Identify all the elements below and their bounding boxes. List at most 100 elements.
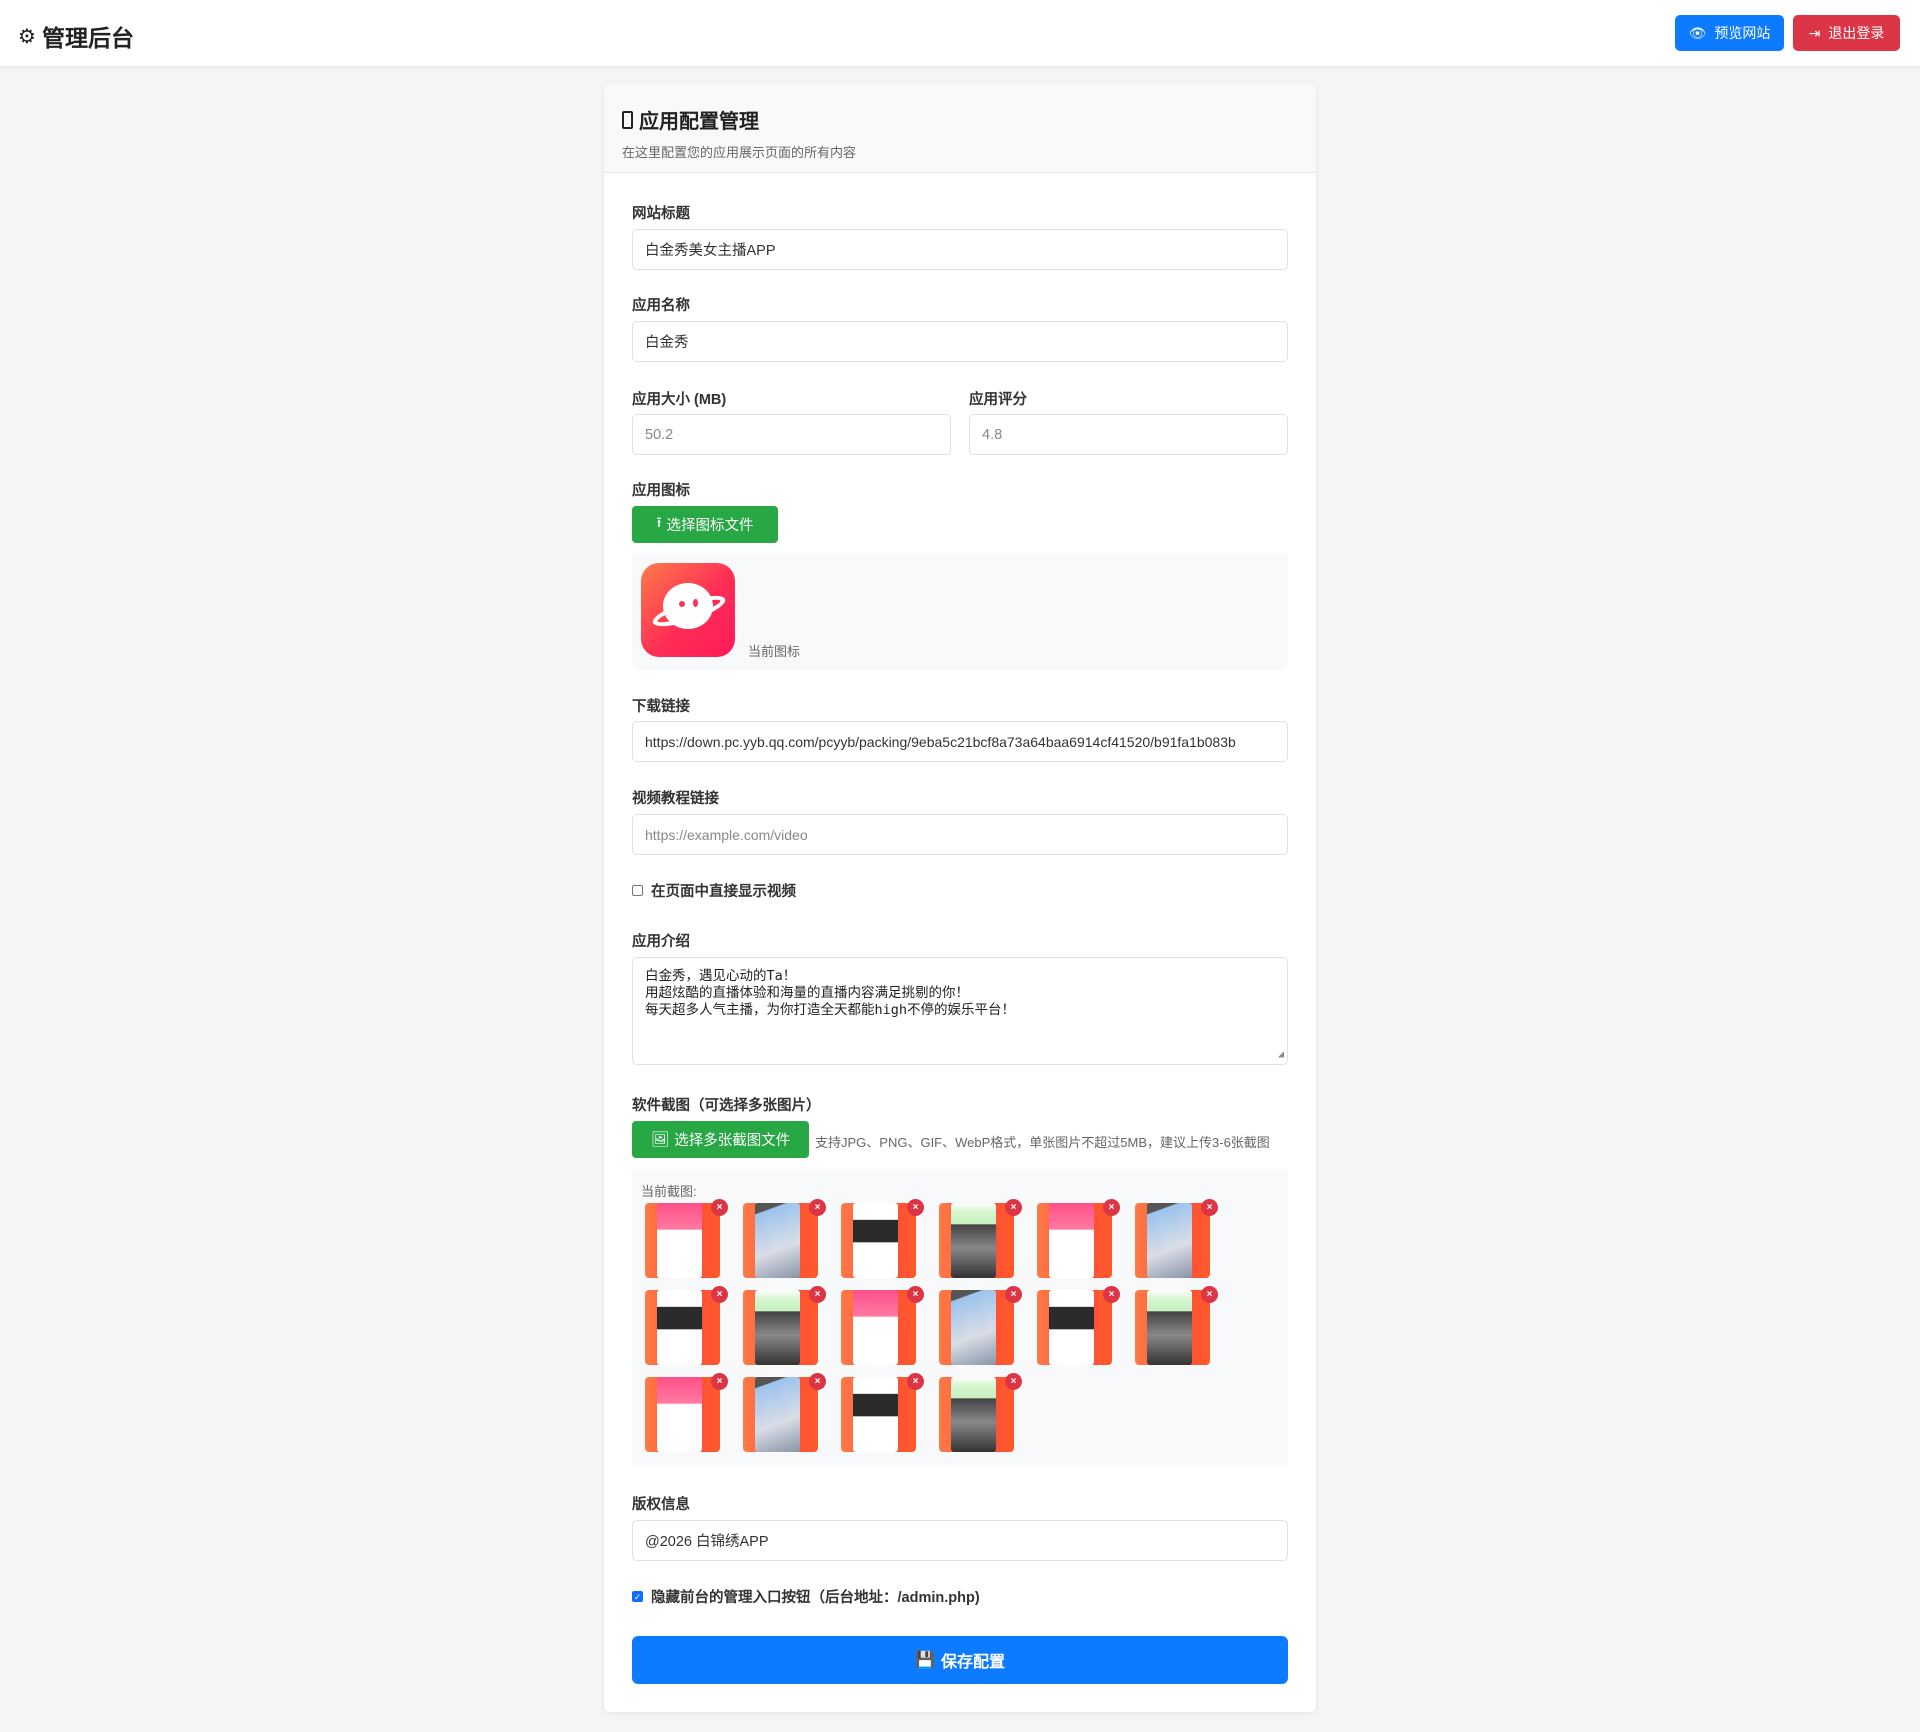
current-screenshots-caption: 当前截图: [641,1184,697,1199]
copyright-input[interactable]: @2026 白锦绣APP [632,1520,1288,1561]
screenshot-thumbnail: × [939,1199,1022,1278]
screenshot-thumbnail: × [841,1286,924,1365]
screenshot-image [657,1203,702,1278]
app-icon-label: 应用图标 [632,483,690,499]
screenshot-image [951,1377,996,1452]
remove-screenshot-button[interactable]: × [907,1199,924,1216]
resize-handle-icon[interactable]: ◢ [1277,1049,1284,1060]
app-icon-image [641,563,735,657]
remove-screenshot-button[interactable]: × [1005,1199,1022,1216]
screenshot-image [657,1290,702,1365]
video-link-label: 视频教程链接 [632,791,719,807]
page-title: 应用配置管理 [639,111,759,133]
remove-screenshot-button[interactable]: × [711,1286,728,1303]
remove-screenshot-button[interactable]: × [1201,1199,1218,1216]
app-rating-label: 应用评分 [969,392,1027,408]
site-title-input[interactable]: 白金秀美女主播APP [632,229,1288,270]
save-label: 保存配置 [940,1654,1005,1671]
site-title-label: 网站标题 [632,206,690,222]
top-navbar: ⚙ 管理后台 👁 预览网站 ⇥ 退出登录 [0,0,1920,66]
preview-site-button[interactable]: 👁 预览网站 [1675,15,1784,51]
remove-screenshot-button[interactable]: × [809,1286,826,1303]
intro-line: 用超炫酷的直播体验和海量的直播内容满足挑剔的你！ [645,985,969,1001]
remove-screenshot-button[interactable]: × [711,1199,728,1216]
icon-preview-box: 当前图标 [632,553,1288,670]
screenshot-image [853,1377,898,1452]
remove-screenshot-button[interactable]: × [809,1199,826,1216]
choose-icon-label: 选择图标文件 [666,518,754,534]
screenshot-thumbnail: × [841,1373,924,1452]
screenshot-image [853,1290,898,1365]
screenshot-thumbnail: × [939,1286,1022,1365]
show-video-checkbox-row[interactable]: 在页面中直接显示视频 [632,880,796,901]
hide-admin-label: 隐藏前台的管理入口按钮（后台地址：/admin.php) [651,1590,980,1606]
screenshot-thumbnail: × [645,1286,728,1365]
screenshot-thumbnail: × [645,1373,728,1452]
screenshot-thumbnail: × [1037,1199,1120,1278]
screenshot-image [1147,1203,1192,1278]
screenshot-thumbnail: × [1037,1286,1120,1365]
intro-textarea[interactable]: 白金秀，遇见心动的Ta！ 用超炫酷的直播体验和海量的直播内容满足挑剔的你！ 每天超多… [632,957,1288,1065]
screenshot-image [951,1203,996,1278]
choose-icon-button[interactable]: ⭱ 选择图标文件 [632,506,778,543]
intro-line: 每天超多人气主播，为你打造全天都能high不停的娱乐平台！ [645,1002,1016,1018]
screenshot-image [755,1377,800,1452]
screenshots-label: 软件截图（可选择多张图片） [632,1098,821,1114]
intro-label: 应用介绍 [632,934,690,950]
gears-icon: ⚙ [18,25,36,48]
screenshot-thumbnail: × [841,1199,924,1278]
preview-label: 预览网站 [1714,25,1771,41]
remove-screenshot-button[interactable]: × [1103,1286,1120,1303]
app-size-input[interactable]: 50.2 [632,414,951,455]
screenshot-image [853,1203,898,1278]
screenshot-thumbnail: × [1135,1286,1218,1365]
config-card: 应用配置管理 在这里配置您的应用展示页面的所有内容 网站标题 白金秀美女主播AP… [604,83,1316,1712]
hide-admin-checkbox-row[interactable]: ✓ 隐藏前台的管理入口按钮（后台地址：/admin.php) [632,1586,980,1607]
screenshot-image [951,1290,996,1365]
sign-out-icon: ⇥ [1808,24,1821,41]
app-rating-input[interactable]: 4.8 [969,414,1288,455]
intro-line: 白金秀，遇见心动的Ta！ [645,968,797,984]
screenshot-image [1049,1203,1094,1278]
screenshot-thumbnail: × [743,1199,826,1278]
upload-icon: ⭱ [656,515,662,531]
card-header: 应用配置管理 在这里配置您的应用展示页面的所有内容 [604,83,1316,173]
screenshot-thumbnail: × [743,1286,826,1365]
remove-screenshot-button[interactable]: × [1005,1286,1022,1303]
brand-title: 管理后台 [41,25,134,51]
app-name-label: 应用名称 [632,298,690,314]
screenshot-thumbnail: × [939,1373,1022,1452]
remove-screenshot-button[interactable]: × [907,1286,924,1303]
remove-screenshot-button[interactable]: × [1201,1286,1218,1303]
remove-screenshot-button[interactable]: × [711,1373,728,1390]
video-link-input[interactable]: https://example.com/video [632,814,1288,855]
current-icon-caption: 当前图标 [748,644,801,659]
show-video-checkbox[interactable] [632,885,643,896]
mobile-icon [622,110,633,129]
screenshots-box: 当前截图: × × × × × × × × × × × × × × × × [632,1169,1288,1467]
hide-admin-checkbox[interactable]: ✓ [632,1591,643,1602]
images-icon: 🖼 [650,1132,670,1148]
app-name-input[interactable]: 白金秀 [632,321,1288,362]
remove-screenshot-button[interactable]: × [1005,1373,1022,1390]
page-subtitle: 在这里配置您的应用展示页面的所有内容 [622,145,857,160]
choose-screenshots-button[interactable]: 🖼 选择多张截图文件 [632,1121,809,1158]
logout-button[interactable]: ⇥ 退出登录 [1793,15,1900,51]
eye-icon: 👁 [1688,24,1707,41]
remove-screenshot-button[interactable]: × [809,1373,826,1390]
copyright-label: 版权信息 [632,1497,690,1513]
remove-screenshot-button[interactable]: × [907,1373,924,1390]
screenshot-image [755,1290,800,1365]
show-video-label: 在页面中直接显示视频 [651,884,796,900]
save-icon: 💾 [915,1652,935,1669]
screenshot-thumbnail: × [645,1199,728,1278]
remove-screenshot-button[interactable]: × [1103,1199,1120,1216]
screenshot-image [755,1203,800,1278]
save-config-button[interactable]: 💾 保存配置 [632,1636,1288,1684]
download-link-input[interactable]: https://down.pc.yyb.qq.com/pcyyb/packing… [632,721,1288,762]
screenshot-image [1147,1290,1192,1365]
screenshot-thumbnail: × [1135,1199,1218,1278]
download-link-label: 下载链接 [632,699,690,715]
screenshots-hint: 支持JPG、PNG、GIF、WebP格式，单张图片不超过5MB，建议上传3-6张… [815,1135,1270,1150]
logout-label: 退出登录 [1828,25,1885,41]
